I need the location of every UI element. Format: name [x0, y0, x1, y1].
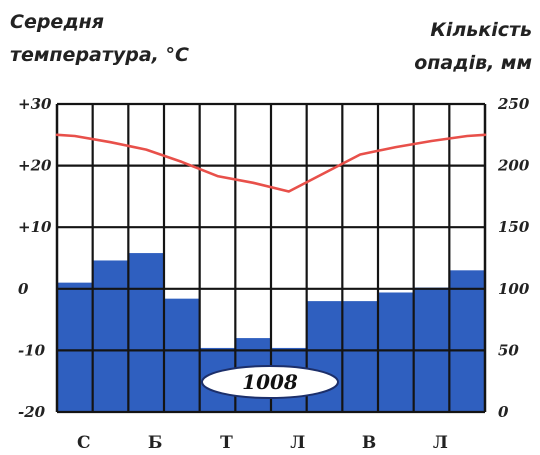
precipitation-bar [378, 292, 414, 412]
precipitation-tick-label: 150 [498, 218, 530, 236]
precipitation-bar [92, 260, 129, 412]
precipitation-bar [164, 298, 200, 412]
month-tick-label: Т [220, 433, 233, 453]
precipitation-bar [128, 253, 164, 412]
precipitation-bar [57, 282, 93, 412]
month-tick-label: В [362, 433, 376, 453]
temperature-tick-label: -10 [18, 341, 46, 359]
temperature-tick-label: +20 [18, 157, 52, 175]
annual-total-label: 1008 [242, 370, 298, 394]
precipitation-tick-label: 50 [498, 341, 519, 359]
temperature-line [55, 133, 487, 193]
annual-total-ellipse [201, 365, 339, 399]
temperature-tick-label: +30 [18, 95, 52, 113]
temperature-title-line1: Середня [10, 11, 104, 33]
precipitation-bar [342, 301, 378, 412]
month-tick-label: С [77, 433, 91, 453]
annual-total-badge: 1008 [201, 365, 339, 399]
precipitation-bar [449, 270, 485, 412]
chart-grid [55, 102, 487, 414]
temperature-tick-label: +10 [18, 218, 52, 236]
precipitation-title-line1: Кількість [430, 19, 532, 41]
month-tick-label: Л [433, 433, 448, 453]
temperature-axis-title: Середня температура, °С [10, 12, 189, 78]
precipitation-tick-label: 100 [498, 280, 530, 298]
precipitation-tick-label: 250 [497, 95, 530, 113]
temperature-axis: +30 +20 +10 0 -10 -20 [18, 95, 52, 421]
precipitation-axis: 250 200 150 100 50 0 [497, 95, 530, 421]
temperature-title-line2: температура, °С [10, 44, 189, 66]
temperature-tick-label: 0 [18, 280, 29, 298]
precipitation-tick-label: 200 [497, 157, 530, 175]
precipitation-tick-label: 0 [498, 403, 509, 421]
temperature-tick-label: -20 [18, 403, 46, 421]
precipitation-title-line2: опадів, мм [414, 52, 532, 74]
month-tick-label: Л [290, 433, 305, 453]
month-tick-label: Б [148, 433, 163, 453]
precipitation-axis-title: Кількість опадів, мм [414, 20, 532, 86]
temperature-line-layer [55, 133, 487, 193]
